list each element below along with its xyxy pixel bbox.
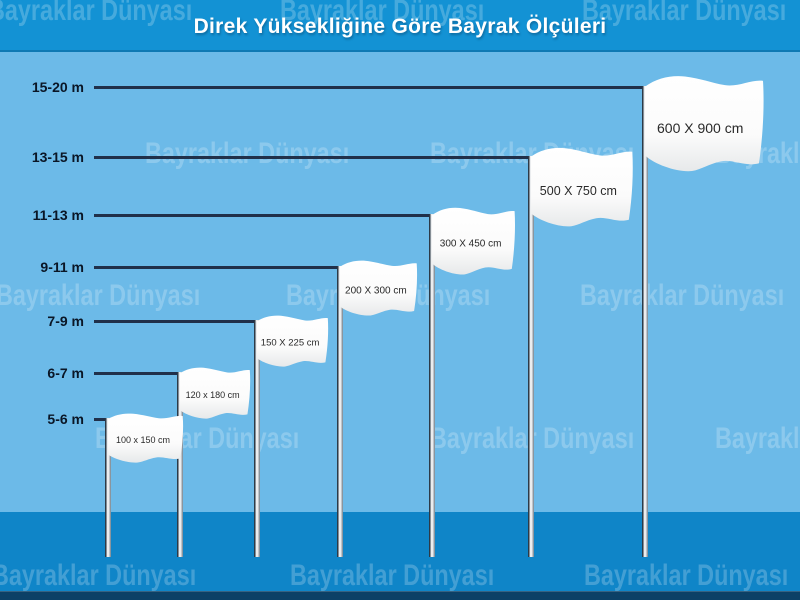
- flag-size-label: 500 X 750 cm: [539, 183, 617, 198]
- watermark-text: Bayraklar Dünyası: [580, 279, 785, 312]
- flag-pole: [254, 320, 260, 557]
- flag-size-label: 150 X 225 cm: [260, 337, 320, 349]
- watermark-text: Bayraklar Dünyası: [715, 422, 800, 455]
- height-line: [94, 214, 435, 217]
- height-line: [94, 156, 534, 159]
- watermark-text: Bayraklar Dünyası: [0, 279, 201, 312]
- footer-strip: [0, 591, 800, 600]
- flag-pole: [642, 86, 648, 557]
- flag-icon: [108, 413, 184, 463]
- flag-size-label: 120 x 180 cm: [185, 389, 240, 400]
- pole-height-label: 5-6 m: [47, 411, 84, 427]
- flag-pole: [429, 214, 435, 557]
- height-line: [94, 418, 111, 421]
- flag-size-label: 200 X 300 cm: [345, 285, 407, 297]
- pole-height-label: 13-15 m: [31, 149, 84, 165]
- flag-pole: [337, 266, 343, 557]
- page-title: Direk Yüksekliğine Göre Bayrak Ölçüleri: [193, 14, 607, 38]
- header-bar: Direk Yüksekliğine Göre Bayrak Ölçüleri: [0, 0, 800, 52]
- flag-pole: [105, 418, 111, 557]
- height-line: [94, 372, 183, 375]
- flag-icon: [180, 367, 251, 419]
- height-line: [94, 86, 648, 89]
- height-line: [94, 320, 260, 323]
- pole-height-label: 7-9 m: [47, 313, 84, 329]
- flag-icon: [340, 260, 418, 316]
- flag-icon: [257, 315, 329, 367]
- flag-pole: [177, 372, 183, 557]
- height-line: [94, 266, 343, 269]
- ground: [0, 512, 800, 600]
- flag-icon: [531, 148, 633, 227]
- flag-size-label: 600 X 900 cm: [656, 119, 744, 136]
- pole-height-label: 9-11 m: [40, 259, 84, 275]
- pole-height-label: 11-13 m: [32, 207, 84, 223]
- pole-height-label: 15-20 m: [31, 79, 84, 95]
- watermark-text: Bayraklar Dünyası: [145, 137, 350, 170]
- flag-icon: [432, 207, 515, 275]
- flag-icon: [645, 76, 764, 172]
- flag-size-label: 300 X 450 cm: [439, 238, 502, 250]
- flag-pole: [528, 156, 534, 557]
- pole-height-label: 6-7 m: [47, 365, 84, 381]
- flag-size-label: 100 x 150 cm: [115, 435, 170, 445]
